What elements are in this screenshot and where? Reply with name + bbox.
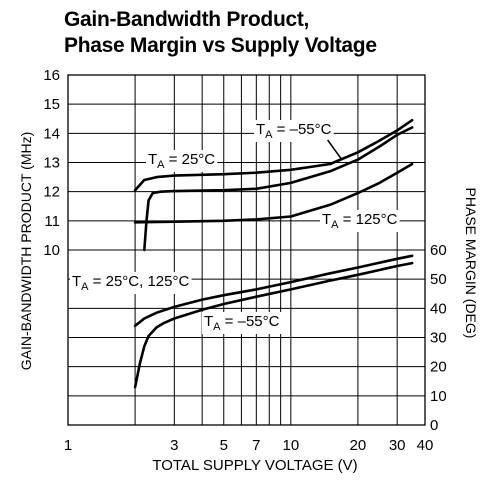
y-left-tick-label: 16 [43, 67, 60, 84]
x-tick-label: 3 [170, 437, 178, 454]
x-tick-label: 7 [252, 437, 260, 454]
label-gbw-25c: TA = 25°C [146, 150, 217, 172]
y-axis-left-label: GAIN-BANDWIDTH PRODUCT (MHz) [18, 132, 34, 371]
y-left-tick-labels: 10 11 12 13 14 15 16 [43, 67, 60, 259]
y-right-tick-label: 0 [430, 417, 438, 434]
y-left-tick-label: 14 [43, 125, 60, 142]
x-tick-label: 20 [350, 437, 367, 454]
y-right-tick-label: 50 [430, 271, 447, 288]
y-left-tick-label: 12 [43, 184, 60, 201]
x-axis-label: TOTAL SUPPLY VOLTAGE (V) [152, 457, 357, 474]
y-right-tick-label: 60 [430, 242, 447, 259]
label-phase-25c-125c: TA = 25°C, 125°C [70, 272, 191, 294]
y-right-tick-label: 30 [430, 330, 447, 347]
y-axis-right-label: PHASE MARGIN (DEG) [463, 188, 479, 339]
x-tick-label: 40 [417, 437, 434, 454]
y-right-tick-label: 10 [430, 388, 447, 405]
label-gbw-minus55c: TA = –55°C [254, 120, 334, 142]
y-right-tick-labels: 0 10 20 30 40 50 60 [430, 242, 447, 434]
y-left-tick-label: 15 [43, 96, 60, 113]
grid [68, 75, 425, 425]
x-tick-label: 10 [282, 437, 299, 454]
y-right-tick-label: 40 [430, 300, 447, 317]
x-tick-labels: 1 3 5 7 10 20 30 40 [64, 437, 434, 454]
x-tick-label: 5 [220, 437, 228, 454]
y-right-tick-label: 20 [430, 359, 447, 376]
x-tick-label: 30 [389, 437, 406, 454]
x-tick-label: 1 [64, 437, 72, 454]
y-left-tick-label: 10 [43, 242, 60, 259]
y-left-tick-label: 11 [44, 213, 60, 230]
label-gbw-125c: TA = 125°C [320, 210, 400, 232]
label-leader-line [328, 140, 343, 160]
y-left-tick-label: 13 [43, 155, 60, 172]
label-phase-minus55c: TA = –55°C [202, 312, 282, 334]
